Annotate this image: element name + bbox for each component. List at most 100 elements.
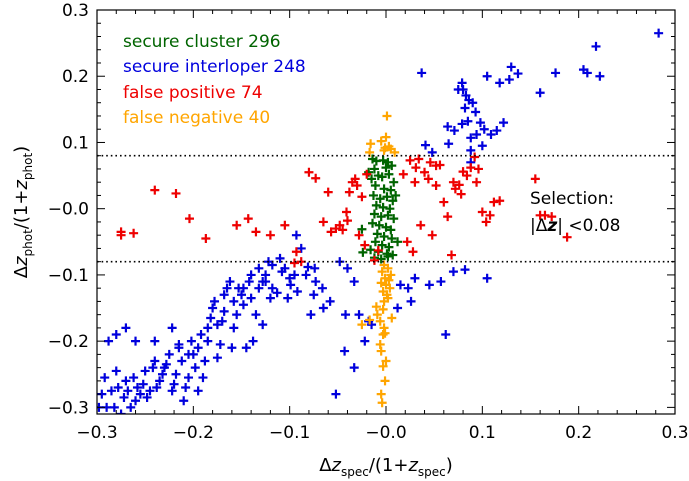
x-tick-label: 0.1	[469, 423, 496, 443]
data-point	[318, 217, 328, 227]
data-point	[406, 296, 416, 306]
data-point	[513, 69, 523, 79]
data-point	[388, 196, 398, 206]
data-point	[289, 258, 299, 268]
data-point	[370, 181, 380, 191]
data-point	[427, 147, 437, 157]
data-point	[193, 386, 203, 396]
data-point	[460, 103, 470, 113]
data-point	[376, 212, 386, 222]
y-tick-label: 0.2	[62, 67, 89, 87]
data-point	[381, 356, 391, 366]
data-point	[378, 330, 388, 340]
data-point	[374, 220, 384, 230]
data-point	[372, 310, 382, 320]
data-point	[375, 316, 385, 326]
series-2	[116, 152, 572, 268]
data-point	[241, 343, 251, 353]
data-point	[238, 300, 248, 310]
data-point	[142, 392, 152, 402]
data-point	[244, 277, 254, 287]
data-point	[155, 376, 165, 386]
data-point	[475, 118, 485, 128]
data-point	[135, 389, 145, 399]
data-point	[291, 247, 301, 257]
data-point	[232, 220, 242, 230]
data-point	[349, 363, 359, 373]
data-point	[338, 225, 348, 235]
data-point	[342, 207, 352, 217]
data-point	[100, 373, 110, 383]
data-point	[129, 228, 139, 238]
data-point	[267, 283, 277, 293]
data-point	[466, 145, 476, 155]
x-tick-label: −0.0	[365, 423, 406, 443]
data-point	[386, 185, 396, 195]
data-point	[390, 147, 400, 157]
data-point	[468, 98, 478, 108]
data-point	[495, 78, 505, 88]
data-point	[265, 230, 275, 240]
x-tick-label: 0.2	[565, 423, 592, 443]
data-point	[403, 283, 413, 293]
data-point	[111, 366, 121, 376]
data-point	[196, 330, 206, 340]
data-point	[495, 196, 505, 206]
data-point	[138, 379, 148, 389]
data-point	[458, 84, 468, 94]
data-point	[504, 75, 514, 85]
data-point	[366, 139, 376, 149]
data-point	[384, 275, 394, 285]
data-point	[292, 286, 302, 296]
data-point	[177, 356, 187, 366]
data-point	[375, 194, 385, 204]
data-point	[431, 161, 441, 171]
legend-entry-secure-cluster: secure cluster 296	[123, 32, 281, 52]
data-point	[301, 270, 311, 280]
data-point	[383, 210, 393, 220]
data-point	[232, 310, 242, 320]
data-point	[382, 111, 392, 121]
legend: secure cluster 296 secure interloper 248…	[123, 32, 306, 128]
selection-annotation-criterion: |Δz| <0.08	[530, 216, 621, 236]
data-point	[377, 240, 387, 250]
data-point	[591, 41, 601, 51]
data-point	[129, 373, 139, 383]
data-point	[380, 328, 390, 338]
data-point	[376, 136, 386, 146]
data-point	[366, 245, 376, 255]
data-point	[212, 320, 222, 330]
data-point	[310, 263, 320, 273]
data-points	[97, 28, 664, 414]
data-point	[227, 343, 237, 353]
data-point	[357, 224, 367, 234]
data-point	[251, 310, 261, 320]
data-point	[289, 270, 299, 280]
x-axis-title: Δzspec/(1+zspec)	[319, 455, 453, 479]
data-point	[386, 270, 396, 280]
data-point	[277, 267, 287, 277]
data-point	[427, 230, 437, 240]
data-point	[466, 163, 476, 173]
y-tick-label: −0.2	[48, 332, 89, 352]
data-point	[219, 306, 229, 316]
data-point	[265, 293, 275, 303]
data-point	[131, 336, 141, 346]
data-point	[472, 177, 482, 187]
data-point	[342, 263, 352, 273]
data-point	[423, 174, 433, 184]
data-point	[158, 369, 168, 379]
data-point	[411, 163, 421, 173]
y-tick-label: 0.1	[62, 133, 89, 153]
data-point	[206, 313, 216, 323]
data-point	[383, 263, 393, 273]
data-point	[365, 315, 375, 325]
data-point	[229, 323, 239, 333]
data-point	[323, 187, 333, 197]
data-point	[376, 278, 386, 288]
data-point	[381, 222, 391, 232]
data-point	[368, 190, 378, 200]
data-point	[246, 293, 256, 303]
data-point	[212, 353, 222, 363]
data-point	[121, 376, 131, 386]
